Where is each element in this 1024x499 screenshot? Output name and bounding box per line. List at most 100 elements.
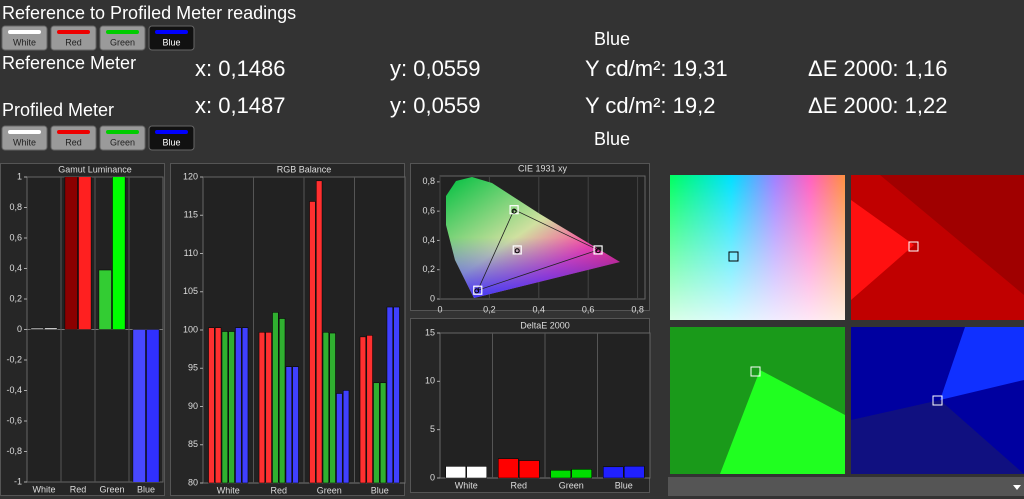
- button[interactable]: Red: [50, 125, 97, 151]
- x-tick-label: Green: [559, 480, 584, 490]
- x-tick-label: Blue: [137, 484, 155, 494]
- button[interactable]: Blue: [148, 125, 195, 151]
- y-tick-label: -0,4: [6, 385, 22, 395]
- reading: ΔE 2000: 1,22: [808, 93, 947, 118]
- chart-title: DeltaE 2000: [520, 320, 570, 330]
- button-swatch: [155, 130, 188, 134]
- bar: [132, 329, 146, 482]
- color-panels: [668, 175, 1024, 496]
- bar: [44, 327, 58, 330]
- y-tick-label: 0,4: [422, 235, 435, 245]
- x-tick-label: 0,4: [533, 304, 546, 314]
- y-tick-label: 5: [430, 424, 435, 434]
- bar: [603, 466, 624, 479]
- bar: [146, 329, 160, 482]
- reading: ΔE 2000: 1,16: [808, 56, 947, 81]
- button-label: Green: [110, 137, 135, 147]
- bar: [571, 469, 592, 479]
- x-tick-label: 0,2: [483, 304, 496, 314]
- y-tick-label: 115: [184, 210, 198, 220]
- x-tick-label: White: [217, 485, 240, 495]
- y-tick-label: 95: [188, 363, 198, 373]
- bar: [241, 327, 249, 484]
- bar: [265, 332, 272, 484]
- chart-title: CIE 1931 xy: [518, 163, 568, 173]
- target-point: [593, 245, 603, 255]
- button-label: White: [13, 37, 36, 47]
- bar: [258, 332, 266, 484]
- y-tick-label: 90: [188, 401, 198, 411]
- y-tick-label: 80: [188, 477, 198, 487]
- button[interactable]: Blue: [148, 25, 195, 51]
- button-swatch: [8, 130, 41, 134]
- button-swatch: [8, 30, 41, 34]
- y-tick-label: -1: [14, 476, 22, 486]
- x-tick-label: Red: [270, 485, 287, 495]
- y-tick-label: 85: [188, 439, 198, 449]
- y-tick-label: -0,2: [6, 354, 22, 364]
- bar: [316, 180, 323, 484]
- x-tick-label: 0,6: [582, 304, 595, 314]
- reading: y: 0,0559: [390, 56, 481, 81]
- x-tick-label: Blue: [615, 480, 633, 490]
- bar: [30, 327, 44, 330]
- x-tick-label: Red: [70, 484, 87, 494]
- x-tick-label: White: [455, 480, 478, 490]
- x-tick-label: Green: [317, 485, 342, 495]
- y-tick-label: 120: [183, 171, 198, 181]
- reading: y: 0,0559: [390, 93, 481, 118]
- y-tick-label: 0: [17, 324, 22, 334]
- bar: [272, 312, 279, 484]
- bar: [445, 466, 466, 479]
- bar: [386, 306, 393, 484]
- button-label: Red: [65, 37, 82, 47]
- bar: [208, 327, 215, 484]
- gamut-triangle: [477, 209, 600, 291]
- y-tick-label: 15: [425, 327, 435, 337]
- prof-label: Profiled Meter: [2, 100, 114, 120]
- bar: [285, 366, 292, 484]
- y-tick-label: 0: [430, 293, 435, 303]
- bar: [519, 460, 540, 479]
- measured-point: [514, 248, 520, 254]
- button[interactable]: Red: [50, 25, 97, 51]
- button-label: Blue: [162, 137, 180, 147]
- y-tick-label: 0: [430, 472, 435, 482]
- bar: [221, 331, 228, 484]
- button[interactable]: Green: [99, 25, 146, 51]
- y-tick-label: 0,8: [9, 202, 22, 212]
- chart-title: Gamut Luminance: [58, 164, 132, 174]
- x-tick-label: White: [32, 484, 55, 494]
- y-tick-label: 0,2: [9, 293, 22, 303]
- cie-locus: [446, 177, 620, 298]
- bar: [98, 269, 112, 330]
- bar: [235, 327, 242, 484]
- bar: [322, 332, 329, 484]
- reading: Y cd/m²: 19,31: [585, 56, 728, 81]
- y-tick-label: -0,6: [6, 415, 22, 425]
- bar: [624, 465, 645, 479]
- button-label: White: [13, 137, 36, 147]
- bar: [64, 177, 78, 330]
- bar: [78, 177, 92, 330]
- bar: [359, 336, 367, 484]
- button-label: Red: [65, 137, 82, 147]
- bar: [466, 466, 487, 479]
- button[interactable]: White: [1, 25, 48, 51]
- y-tick-label: 0,6: [422, 206, 435, 216]
- reading: Y cd/m²: 19,2: [585, 93, 715, 118]
- bar: [329, 332, 336, 484]
- button[interactable]: Green: [99, 125, 146, 151]
- y-tick-label: 1: [17, 171, 22, 181]
- bar: [366, 335, 373, 484]
- y-tick-label: 105: [183, 286, 198, 296]
- patch: Blue: [594, 29, 630, 49]
- y-tick-label: -0,8: [6, 446, 22, 456]
- button[interactable]: White: [1, 125, 48, 151]
- bar: [336, 393, 343, 484]
- measured-point: [511, 208, 517, 214]
- bar: [342, 390, 350, 484]
- y-tick-label: 0,4: [9, 263, 22, 273]
- bar: [112, 177, 126, 330]
